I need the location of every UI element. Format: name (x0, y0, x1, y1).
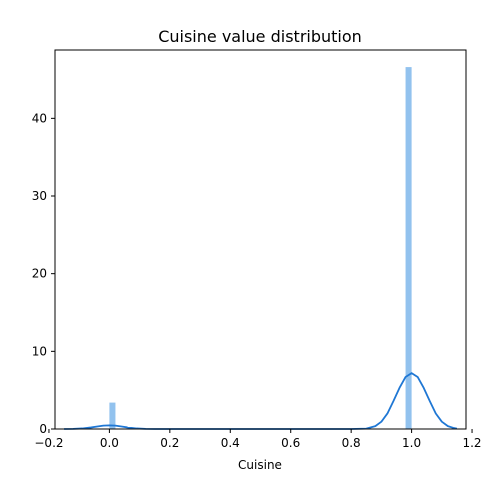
y-tick-label: 20 (32, 267, 47, 281)
y-tick-label: 30 (32, 189, 47, 203)
histogram-bar-1 (405, 67, 412, 430)
y-tick-label: 10 (32, 344, 47, 358)
histogram-bar-0 (109, 402, 116, 429)
x-tick-label: 0.2 (160, 436, 179, 450)
x-axis: −0.2 0.0 0.2 0.4 0.6 0.8 1.0 1.2 (34, 429, 482, 450)
x-tick-label: 1.0 (402, 436, 421, 450)
x-tick-label: 0.6 (281, 436, 300, 450)
plot-frame (54, 49, 467, 430)
x-axis-label: Cuisine (238, 458, 282, 472)
kde-curve (64, 372, 458, 430)
x-tick-label: 0.4 (221, 436, 240, 450)
x-tick-label: −0.2 (34, 436, 63, 450)
x-tick-label: 0.0 (100, 436, 119, 450)
y-tick-label: 40 (32, 111, 47, 125)
y-axis: 0 10 20 30 40 (32, 111, 55, 436)
plot-area (64, 67, 458, 430)
x-tick-label: 1.2 (462, 436, 481, 450)
x-tick-label: 0.8 (342, 436, 361, 450)
y-tick-label: 0 (39, 422, 47, 436)
chart-title: Cuisine value distribution (158, 27, 362, 46)
